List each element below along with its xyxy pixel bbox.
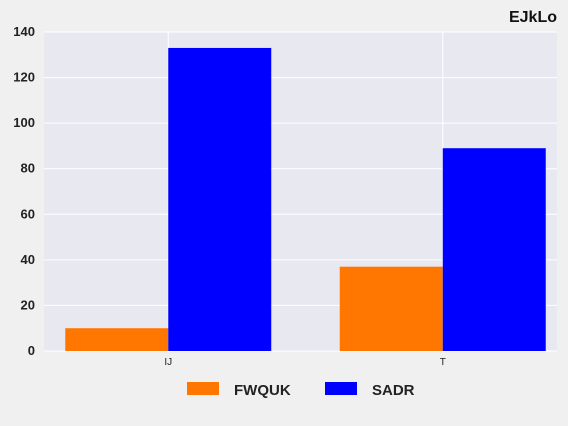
bars [65, 47, 546, 351]
x-tick-label: IJ [164, 357, 172, 368]
y-tick-label: 40 [21, 252, 35, 267]
y-tick-label: 80 [21, 161, 35, 176]
legend-swatch [325, 382, 357, 395]
legend-label: FWQUK [234, 382, 291, 399]
y-tick-label: 140 [13, 24, 35, 39]
y-tick-label: 0 [28, 343, 35, 358]
x-tick-label: T [440, 357, 446, 368]
legend: FWQUK SADR [187, 382, 415, 399]
y-tick-label: 20 [21, 297, 35, 312]
legend-label: SADR [372, 382, 415, 399]
bar-sadr-ij [168, 47, 272, 351]
y-tick-label: 60 [21, 206, 35, 221]
bar-fwquk-t [339, 266, 443, 351]
bar-sadr-t [442, 148, 546, 351]
y-axis-ticks: 0 20 40 60 80 100 120 140 [13, 24, 35, 358]
x-axis-ticks: IJ T [164, 357, 445, 368]
chart-title: EJkLo [509, 9, 557, 26]
y-tick-label: 100 [13, 115, 35, 130]
bar-fwquk-ij [65, 328, 169, 351]
y-tick-label: 120 [13, 70, 35, 85]
legend-swatch [187, 382, 219, 395]
